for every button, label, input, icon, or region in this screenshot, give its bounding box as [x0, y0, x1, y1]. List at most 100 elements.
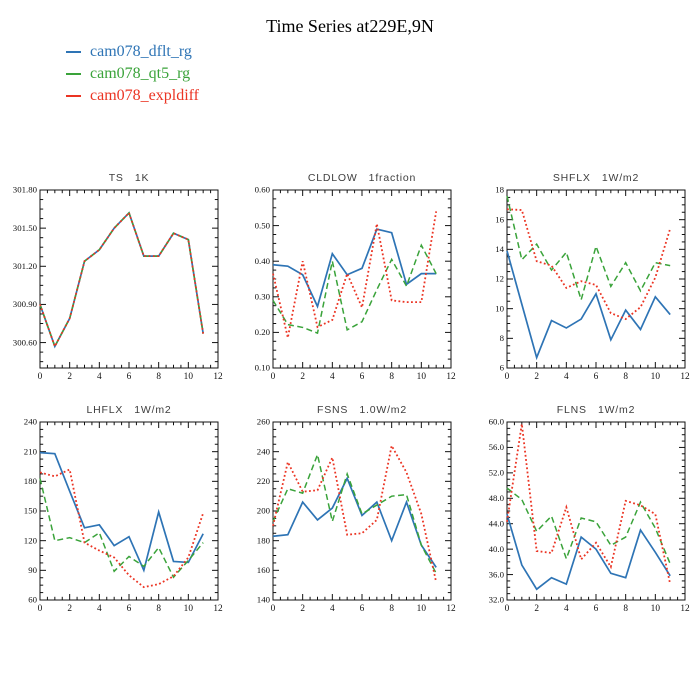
y-tick-label: 200 [257, 506, 271, 516]
y-tick-label: 260 [257, 417, 271, 427]
x-tick-label: 10 [417, 604, 427, 614]
subplot-cldlow: CLDLOW 1fraction 0 2 4 6 8 10 12 0.10 0.20 0.30 0.4… [255, 172, 456, 382]
x-tick-label: 8 [156, 604, 161, 614]
series-cam078_dflt_rg [506, 513, 671, 591]
x-tick-label: 10 [184, 604, 194, 614]
x-tick-label: 4 [330, 604, 335, 614]
x-tick-label: 4 [97, 372, 102, 382]
x-tick-label: 8 [623, 604, 628, 614]
series-cam078_dflt_rg [272, 476, 437, 568]
y-tick-label: 90 [28, 565, 37, 575]
x-tick-label: 4 [564, 604, 569, 614]
x-tick-label: 6 [360, 604, 365, 614]
subplot-fsns: FSNS 1.0W/m2 0 2 4 6 8 10 12 140 160 180 200 220 240 2… [257, 404, 456, 614]
x-tick-label: 2 [534, 372, 539, 382]
subplot-ts: TS 1K 0 2 4 6 8 10 12 300.60 300.90 301.20 301.50 30… [13, 172, 223, 382]
x-tick-label: 8 [156, 372, 161, 382]
series-cam078_dflt_rg [39, 451, 204, 573]
x-tick-label: 12 [446, 372, 456, 382]
y-tick-label: 48.0 [489, 493, 505, 503]
y-tick-label: 140 [257, 595, 271, 605]
y-tick-label: 180 [24, 476, 38, 486]
x-tick-label: 8 [623, 372, 628, 382]
y-tick-label: 44.0 [489, 518, 505, 528]
y-tick-label: 300.60 [13, 337, 38, 347]
x-tick-label: 8 [389, 604, 394, 614]
y-tick-label: 0.10 [255, 363, 271, 373]
axes-frame: 0 2 4 6 8 10 12 140 160 180 200 220 240 260 [257, 417, 456, 614]
series-cam078_dflt_rg [39, 211, 205, 349]
y-tick-label: 14 [495, 244, 504, 254]
series-cam078_expldiff [39, 468, 205, 589]
axes-frame: 0 2 4 6 8 10 12 60 90 120 150 180 210 240 [24, 417, 223, 614]
legend-item-cam078_expldiff: cam078_expldiff [66, 85, 199, 107]
series-cam078_qt5_rg [506, 487, 671, 565]
x-tick-label: 0 [38, 604, 43, 614]
subplot-flns: FLNS 1W/m2 0 2 4 6 8 10 12 32.0 36.0 40.0 44.0 48.0 5… [489, 404, 690, 614]
legend-item-cam078_dflt_rg: cam078_dflt_rg [66, 41, 199, 63]
y-tick-label: 150 [24, 506, 38, 516]
y-tick-label: 32.0 [489, 595, 505, 605]
legend-label: cam078_dflt_rg [90, 43, 192, 60]
series-cam078_dflt_rg [272, 228, 437, 309]
x-tick-label: 4 [564, 372, 569, 382]
x-tick-label: 0 [505, 604, 510, 614]
subplot-title: CLDLOW 1fraction [308, 172, 416, 184]
y-tick-label: 10 [495, 303, 504, 313]
series-cam078_qt5_rg [272, 452, 437, 574]
y-tick-label: 220 [257, 476, 271, 486]
y-tick-label: 36.0 [489, 569, 505, 579]
x-tick-label: 4 [97, 604, 102, 614]
x-tick-label: 10 [184, 372, 194, 382]
x-tick-label: 0 [38, 372, 43, 382]
series-cam078_dflt_rg [506, 250, 671, 361]
y-tick-label: 40.0 [489, 544, 505, 554]
y-tick-label: 60.0 [489, 417, 505, 427]
series-cam078_expldiff [39, 211, 205, 349]
x-tick-label: 12 [680, 372, 690, 382]
x-tick-label: 10 [417, 372, 427, 382]
legend-line-swatch [66, 51, 81, 53]
x-tick-label: 2 [67, 372, 72, 382]
x-tick-label: 6 [127, 372, 132, 382]
axes-frame: 0 2 4 6 8 10 12 0.10 0.20 0.30 0.40 0.50 0.60 [255, 185, 456, 382]
y-tick-label: 0.40 [255, 256, 271, 266]
y-tick-label: 300.90 [13, 299, 38, 309]
x-tick-label: 2 [67, 604, 72, 614]
y-tick-label: 0.60 [255, 185, 271, 195]
series-cam078_qt5_rg [272, 243, 437, 335]
series-cam078_qt5_rg [39, 478, 204, 579]
y-tick-label: 160 [257, 565, 271, 575]
y-tick-label: 16 [495, 214, 504, 224]
x-tick-label: 2 [300, 372, 305, 382]
x-tick-label: 6 [594, 372, 599, 382]
subplot-shflx: SHFLX 1W/m2 0 2 4 6 8 10 12 6 8 10 12 14 16 18 [495, 172, 690, 382]
y-tick-label: 12 [495, 274, 504, 284]
x-tick-label: 12 [446, 604, 456, 614]
y-tick-label: 301.50 [13, 223, 38, 233]
x-tick-label: 6 [127, 604, 132, 614]
axes-frame: 0 2 4 6 8 10 12 6 8 10 12 14 16 18 [495, 185, 690, 382]
x-tick-label: 0 [505, 372, 510, 382]
x-tick-label: 0 [271, 372, 276, 382]
series-cam078_expldiff [272, 443, 438, 583]
x-tick-label: 12 [213, 604, 223, 614]
x-tick-label: 12 [213, 372, 223, 382]
y-tick-label: 301.20 [13, 261, 38, 271]
series-cam078_expldiff [506, 208, 672, 321]
axes-frame: 0 2 4 6 8 10 12 300.60 300.90 301.20 301.50 301.80 [13, 185, 223, 382]
x-tick-label: 0 [271, 604, 276, 614]
subplot-title: TS 1K [109, 172, 150, 184]
x-tick-label: 6 [594, 604, 599, 614]
subplot-lhflx: LHFLX 1W/m2 0 2 4 6 8 10 12 60 90 120 150 180 210 240 [24, 404, 223, 614]
series-cam078_expldiff [272, 211, 438, 338]
legend-label: cam078_expldiff [90, 87, 200, 104]
y-tick-label: 0.30 [255, 292, 271, 302]
x-tick-label: 6 [360, 372, 365, 382]
x-tick-label: 2 [300, 604, 305, 614]
y-tick-label: 18 [495, 185, 504, 195]
y-tick-label: 120 [24, 535, 38, 545]
page-title: Time Series at229E,9N [266, 16, 434, 36]
x-tick-label: 10 [651, 372, 661, 382]
